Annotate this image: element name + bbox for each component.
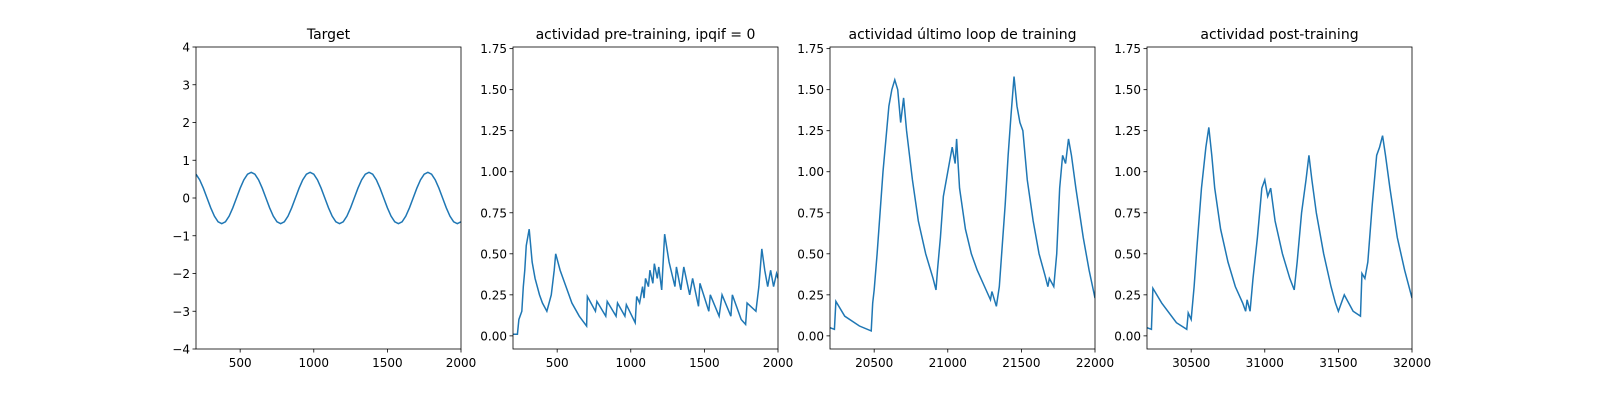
y-tick-label: 1.00 bbox=[797, 165, 824, 179]
y-tick-label: −3 bbox=[172, 305, 190, 319]
y-tick-label: 1.75 bbox=[1114, 42, 1141, 56]
subplot: actividad post-training 0.00 0.25 0.50 0.75 1… bbox=[1114, 27, 1431, 370]
y-tick-label: 1.75 bbox=[480, 42, 507, 56]
subplot-title: actividad pre-training, ipqif = 0 bbox=[536, 27, 756, 43]
y-tick-label: 1.25 bbox=[480, 124, 507, 138]
y-tick-label: 0.00 bbox=[480, 329, 507, 343]
x-tick-label: 1000 bbox=[616, 356, 647, 370]
y-tick-label: 0.00 bbox=[1114, 329, 1141, 343]
y-tick-label: 0.75 bbox=[480, 206, 507, 220]
x-tick-label: 2000 bbox=[446, 356, 477, 370]
y-tick-label: −2 bbox=[172, 267, 190, 281]
data-line bbox=[513, 229, 778, 335]
y-tick-label: 0 bbox=[182, 192, 190, 206]
x-tick-label: 32000 bbox=[1393, 356, 1431, 370]
x-tick-label: 20500 bbox=[855, 356, 893, 370]
x-tick-label: 21000 bbox=[929, 356, 967, 370]
x-tick-label: 30500 bbox=[1172, 356, 1210, 370]
y-tick-label: 1.50 bbox=[480, 83, 507, 97]
x-tick-label: 31000 bbox=[1246, 356, 1284, 370]
x-tick-label: 1500 bbox=[689, 356, 720, 370]
y-tick-label: 0.25 bbox=[797, 288, 824, 302]
y-tick-label: 1.75 bbox=[797, 42, 824, 56]
x-tick-label: 31500 bbox=[1319, 356, 1357, 370]
y-tick-label: 1.25 bbox=[1114, 124, 1141, 138]
y-tick-label: 0.50 bbox=[1114, 247, 1141, 261]
axes-frame bbox=[1146, 46, 1413, 350]
y-tick-label: 4 bbox=[182, 41, 190, 55]
y-tick-label: 1.50 bbox=[1114, 83, 1141, 97]
y-tick-label: 1 bbox=[182, 154, 190, 168]
y-tick-label: 0.75 bbox=[1114, 206, 1141, 220]
y-tick-label: 1.00 bbox=[480, 165, 507, 179]
y-tick-label: 3 bbox=[182, 78, 190, 92]
subplot-title: actividad post-training bbox=[1200, 27, 1358, 43]
y-tick-label: 1.50 bbox=[797, 83, 824, 97]
y-tick-label: 0.25 bbox=[1114, 288, 1141, 302]
subplot: actividad pre-training, ipqif = 0 0.00 0.2… bbox=[480, 27, 793, 370]
axes-frame bbox=[195, 46, 462, 350]
x-tick-label: 22000 bbox=[1076, 356, 1114, 370]
subplot: Target −4 −3 −2 −1 0 1 2 3 4 500 1000 1500 2000 bbox=[172, 27, 476, 370]
axes-frame bbox=[829, 46, 1096, 350]
y-tick-label: 0.00 bbox=[797, 329, 824, 343]
y-tick-label: 0.50 bbox=[797, 247, 824, 261]
x-tick-label: 500 bbox=[229, 356, 252, 370]
data-line bbox=[830, 76, 1095, 333]
data-line bbox=[196, 171, 461, 225]
data-line bbox=[1147, 127, 1412, 331]
y-tick-label: 1.25 bbox=[797, 124, 824, 138]
y-tick-label: −4 bbox=[172, 343, 190, 357]
y-tick-label: −1 bbox=[172, 229, 190, 243]
x-tick-label: 1500 bbox=[372, 356, 403, 370]
subplot-title: Target bbox=[306, 27, 351, 43]
y-tick-label: 0.25 bbox=[480, 288, 507, 302]
y-tick-label: 2 bbox=[182, 116, 190, 130]
axes-frame bbox=[512, 46, 779, 350]
y-tick-label: 1.00 bbox=[1114, 165, 1141, 179]
x-tick-label: 21500 bbox=[1002, 356, 1040, 370]
x-tick-label: 2000 bbox=[763, 356, 794, 370]
subplot-title: actividad último loop de training bbox=[849, 27, 1077, 43]
y-tick-label: 0.75 bbox=[797, 206, 824, 220]
y-tick-label: 0.50 bbox=[480, 247, 507, 261]
subplot: actividad último loop de training 0.00 0.2… bbox=[797, 27, 1114, 370]
x-tick-label: 500 bbox=[546, 356, 569, 370]
x-tick-label: 1000 bbox=[299, 356, 330, 370]
